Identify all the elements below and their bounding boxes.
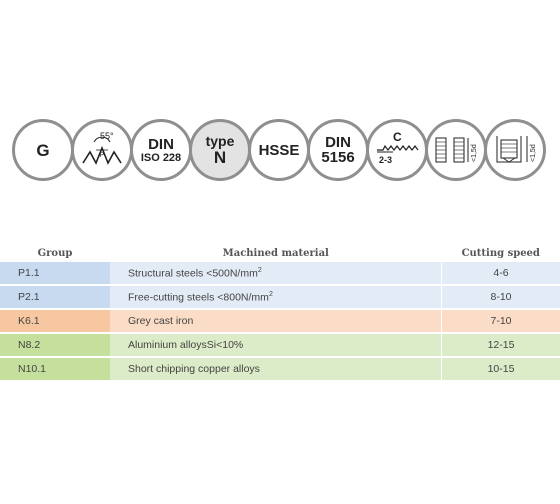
din-label: DIN — [148, 135, 174, 153]
group-cell: P2.1 — [0, 285, 110, 310]
material-text: Short chipping copper alloys — [128, 363, 260, 375]
chamfer-letter: C — [393, 130, 402, 144]
speed-cell: 7-10 — [441, 309, 560, 334]
thread-profile-55-icon: 55° P — [71, 119, 133, 181]
table-row: K6.1 Grey cast iron 7-10 — [0, 309, 560, 334]
table-header-row: Group Machined material Cutting speed — [0, 245, 560, 262]
n-label: N — [213, 148, 227, 167]
chamfer-c-icon: C 2-3 — [366, 119, 428, 181]
hsse-label: HSSE — [258, 141, 300, 159]
materials-table: Group Machined material Cutting speed P1… — [0, 245, 560, 382]
pitch-label: P — [100, 152, 105, 159]
through-hole-depth-label: <1,5d — [471, 144, 478, 162]
table-row: N8.2 Aluminium alloysSi<10% 12-15 — [0, 333, 560, 358]
thread-profile-svg: 55° P — [82, 131, 122, 165]
type-label: type — [205, 133, 235, 149]
group-header: Group — [37, 248, 73, 259]
material-cell: Short chipping copper alloys — [110, 357, 442, 382]
through-hole-depth-icon: <1,5d — [425, 119, 487, 181]
angle-label: 55° — [100, 131, 114, 141]
hsse-icon: HSSE — [248, 119, 310, 181]
din-5156-number: 5156 — [321, 149, 355, 166]
unit-exponent: 2 — [268, 290, 273, 298]
material-cell: Aluminium alloysSi<10% — [110, 333, 442, 358]
iso-228-label: ISO 228 — [140, 151, 182, 164]
speed-cell: 4-6 — [441, 262, 560, 286]
material-text: Structural steels <500N/mm — [128, 267, 258, 280]
table-row: N10.1 Short chipping copper alloys 10-15 — [0, 357, 560, 382]
blind-hole-svg: <1,5d — [496, 136, 537, 163]
group-cell: P1.1 — [0, 262, 110, 286]
group-cell: N8.2 — [0, 333, 110, 358]
chamfer-range: 2-3 — [379, 155, 392, 165]
speed-cell: 10-15 — [441, 357, 560, 382]
speed-header: Cutting speed — [461, 248, 540, 259]
table-row: P1.1 Structural steels <500N/mm2 4-6 — [0, 262, 560, 286]
g-label: G — [36, 140, 50, 160]
chamfer-svg: C 2-3 — [377, 130, 419, 165]
table-body: P1.1 Structural steels <500N/mm2 4-6 P2.1 Fr… — [0, 262, 560, 382]
material-text: Aluminium alloysSi<10% — [128, 339, 244, 351]
material-header: Machined material — [222, 248, 329, 259]
speed-cell: 12-15 — [441, 333, 560, 358]
table-row: P2.1 Free-cutting steels <800N/mm2 8-10 — [0, 285, 560, 310]
blind-hole-depth-icon: <1,5d — [484, 119, 546, 181]
material-cell: Free-cutting steels <800N/mm2 — [110, 285, 442, 310]
icon-strip: G 55° P DIN ISO 228 type N HSSE DIN 5156… — [12, 119, 552, 181]
unit-exponent: 2 — [257, 266, 262, 274]
blind-hole-depth-label: <1,5d — [530, 144, 537, 162]
speed-cell: 8-10 — [441, 285, 560, 310]
material-cell: Structural steels <500N/mm2 — [110, 262, 442, 286]
material-cell: Grey cast iron — [110, 309, 442, 334]
group-cell: K6.1 — [0, 309, 110, 334]
din-label-2: DIN — [325, 134, 351, 151]
din-iso-228-icon: DIN ISO 228 — [130, 119, 192, 181]
din-5156-icon: DIN 5156 — [307, 119, 369, 181]
through-hole-svg: <1,5d — [435, 137, 478, 163]
g-icon: G — [12, 119, 74, 181]
group-cell: N10.1 — [0, 357, 110, 382]
type-n-icon: type N — [189, 119, 251, 181]
material-text: Grey cast iron — [128, 315, 194, 327]
material-text: Free-cutting steels <800N/mm — [128, 291, 269, 304]
